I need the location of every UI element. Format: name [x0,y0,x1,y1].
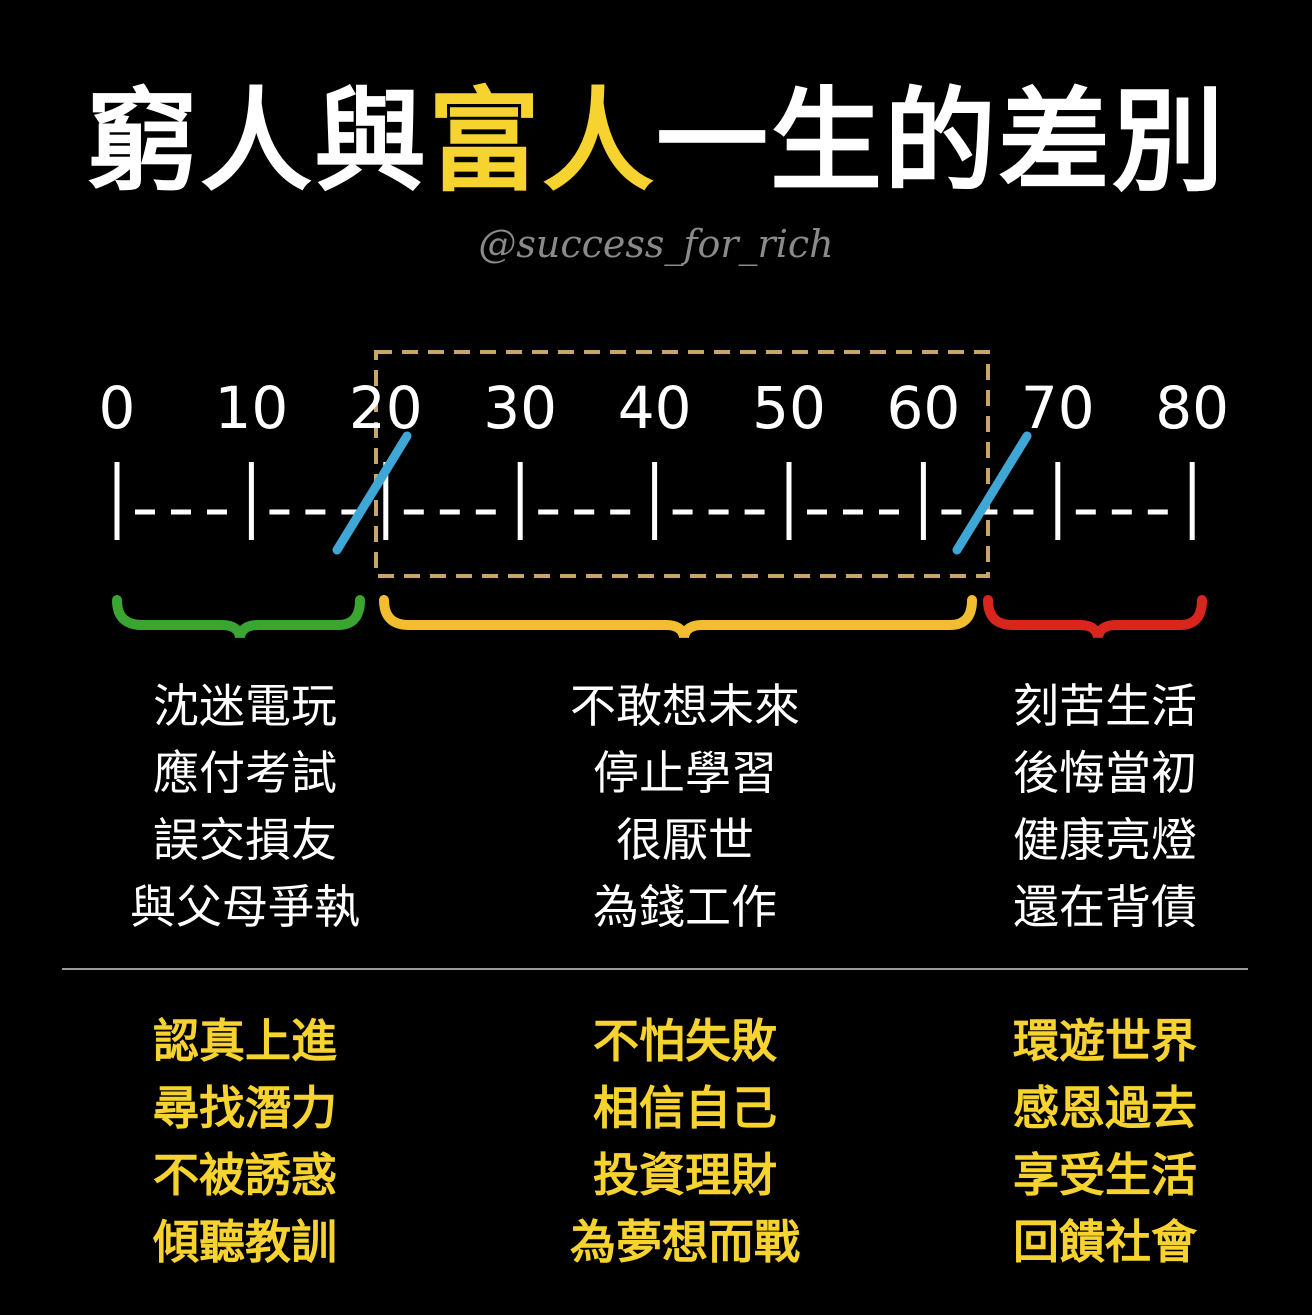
age-labels: 0 10 20 30 40 50 60 70 80 [99,374,1230,442]
list-item: 停止學習 [593,746,777,800]
age-label: 10 [214,374,288,442]
title-part-rest: 一生的差別 [656,77,1226,207]
list-item: 投資理財 [593,1148,777,1202]
age-label: 80 [1155,374,1229,442]
list-item: 認真上進 [153,1014,337,1068]
list-item: 應付考試 [153,746,337,800]
rich-youth-list: 認真上進 尋找潛力 不被誘惑 傾聽教訓 [80,1008,410,1276]
age-label: 30 [483,374,557,442]
list-item: 很厭世 [616,813,754,867]
list-item: 相信自己 [593,1081,777,1135]
slash-mark-left [332,431,412,555]
author-handle: @success_for_rich [478,222,834,266]
list-item: 刻苦生活 [1013,679,1197,733]
list-item: 不被誘惑 [153,1148,337,1202]
list-item: 與父母爭執 [130,880,360,934]
list-item: 享受生活 [1013,1148,1197,1202]
list-item: 回饋社會 [1013,1215,1197,1269]
poor-middle-list: 不敢想未來 停止學習 很厭世 為錢工作 [500,673,870,941]
title-part-poor: 窮人與 [86,77,428,207]
list-item: 為夢想而戰 [570,1215,800,1269]
list-item: 還在背債 [1013,880,1197,934]
list-item: 不敢想未來 [570,679,800,733]
list-item: 為錢工作 [593,880,777,934]
list-item: 誤交損友 [153,813,337,867]
section-divider [62,968,1248,970]
age-label: 70 [1021,374,1095,442]
list-item: 感恩過去 [1013,1081,1197,1135]
list-item: 不怕失敗 [593,1014,777,1068]
title-part-rich: 富人 [428,77,656,207]
age-label: 40 [618,374,692,442]
list-item: 健康亮燈 [1013,813,1197,867]
age-label: 0 [99,374,136,442]
middle-brace [379,595,977,639]
age-label: 60 [886,374,960,442]
rich-old-list: 環遊世界 感恩過去 享受生活 回饋社會 [960,1008,1250,1276]
highlight-dashed-box [374,350,990,578]
list-item: 後悔當初 [1013,746,1197,800]
list-item: 尋找潛力 [153,1081,337,1135]
page-title: 窮人與富人一生的差別 [0,72,1312,212]
list-item: 傾聽教訓 [153,1215,337,1269]
list-item: 環遊世界 [1013,1014,1197,1068]
age-ticks [114,462,1195,540]
rich-middle-list: 不怕失敗 相信自己 投資理財 為夢想而戰 [500,1008,870,1276]
age-timeline: 0 10 20 30 40 50 60 70 80 [99,350,1230,639]
poor-old-list: 刻苦生活 後悔當初 健康亮燈 還在背債 [960,673,1250,941]
slash-mark-right [952,431,1032,555]
poor-youth-list: 沈迷電玩 應付考試 誤交損友 與父母爭執 [80,673,410,941]
list-item: 沈迷電玩 [153,679,337,733]
age-label: 50 [752,374,826,442]
youth-brace [112,595,365,639]
old-brace [983,595,1207,639]
age-label: 20 [349,374,423,442]
